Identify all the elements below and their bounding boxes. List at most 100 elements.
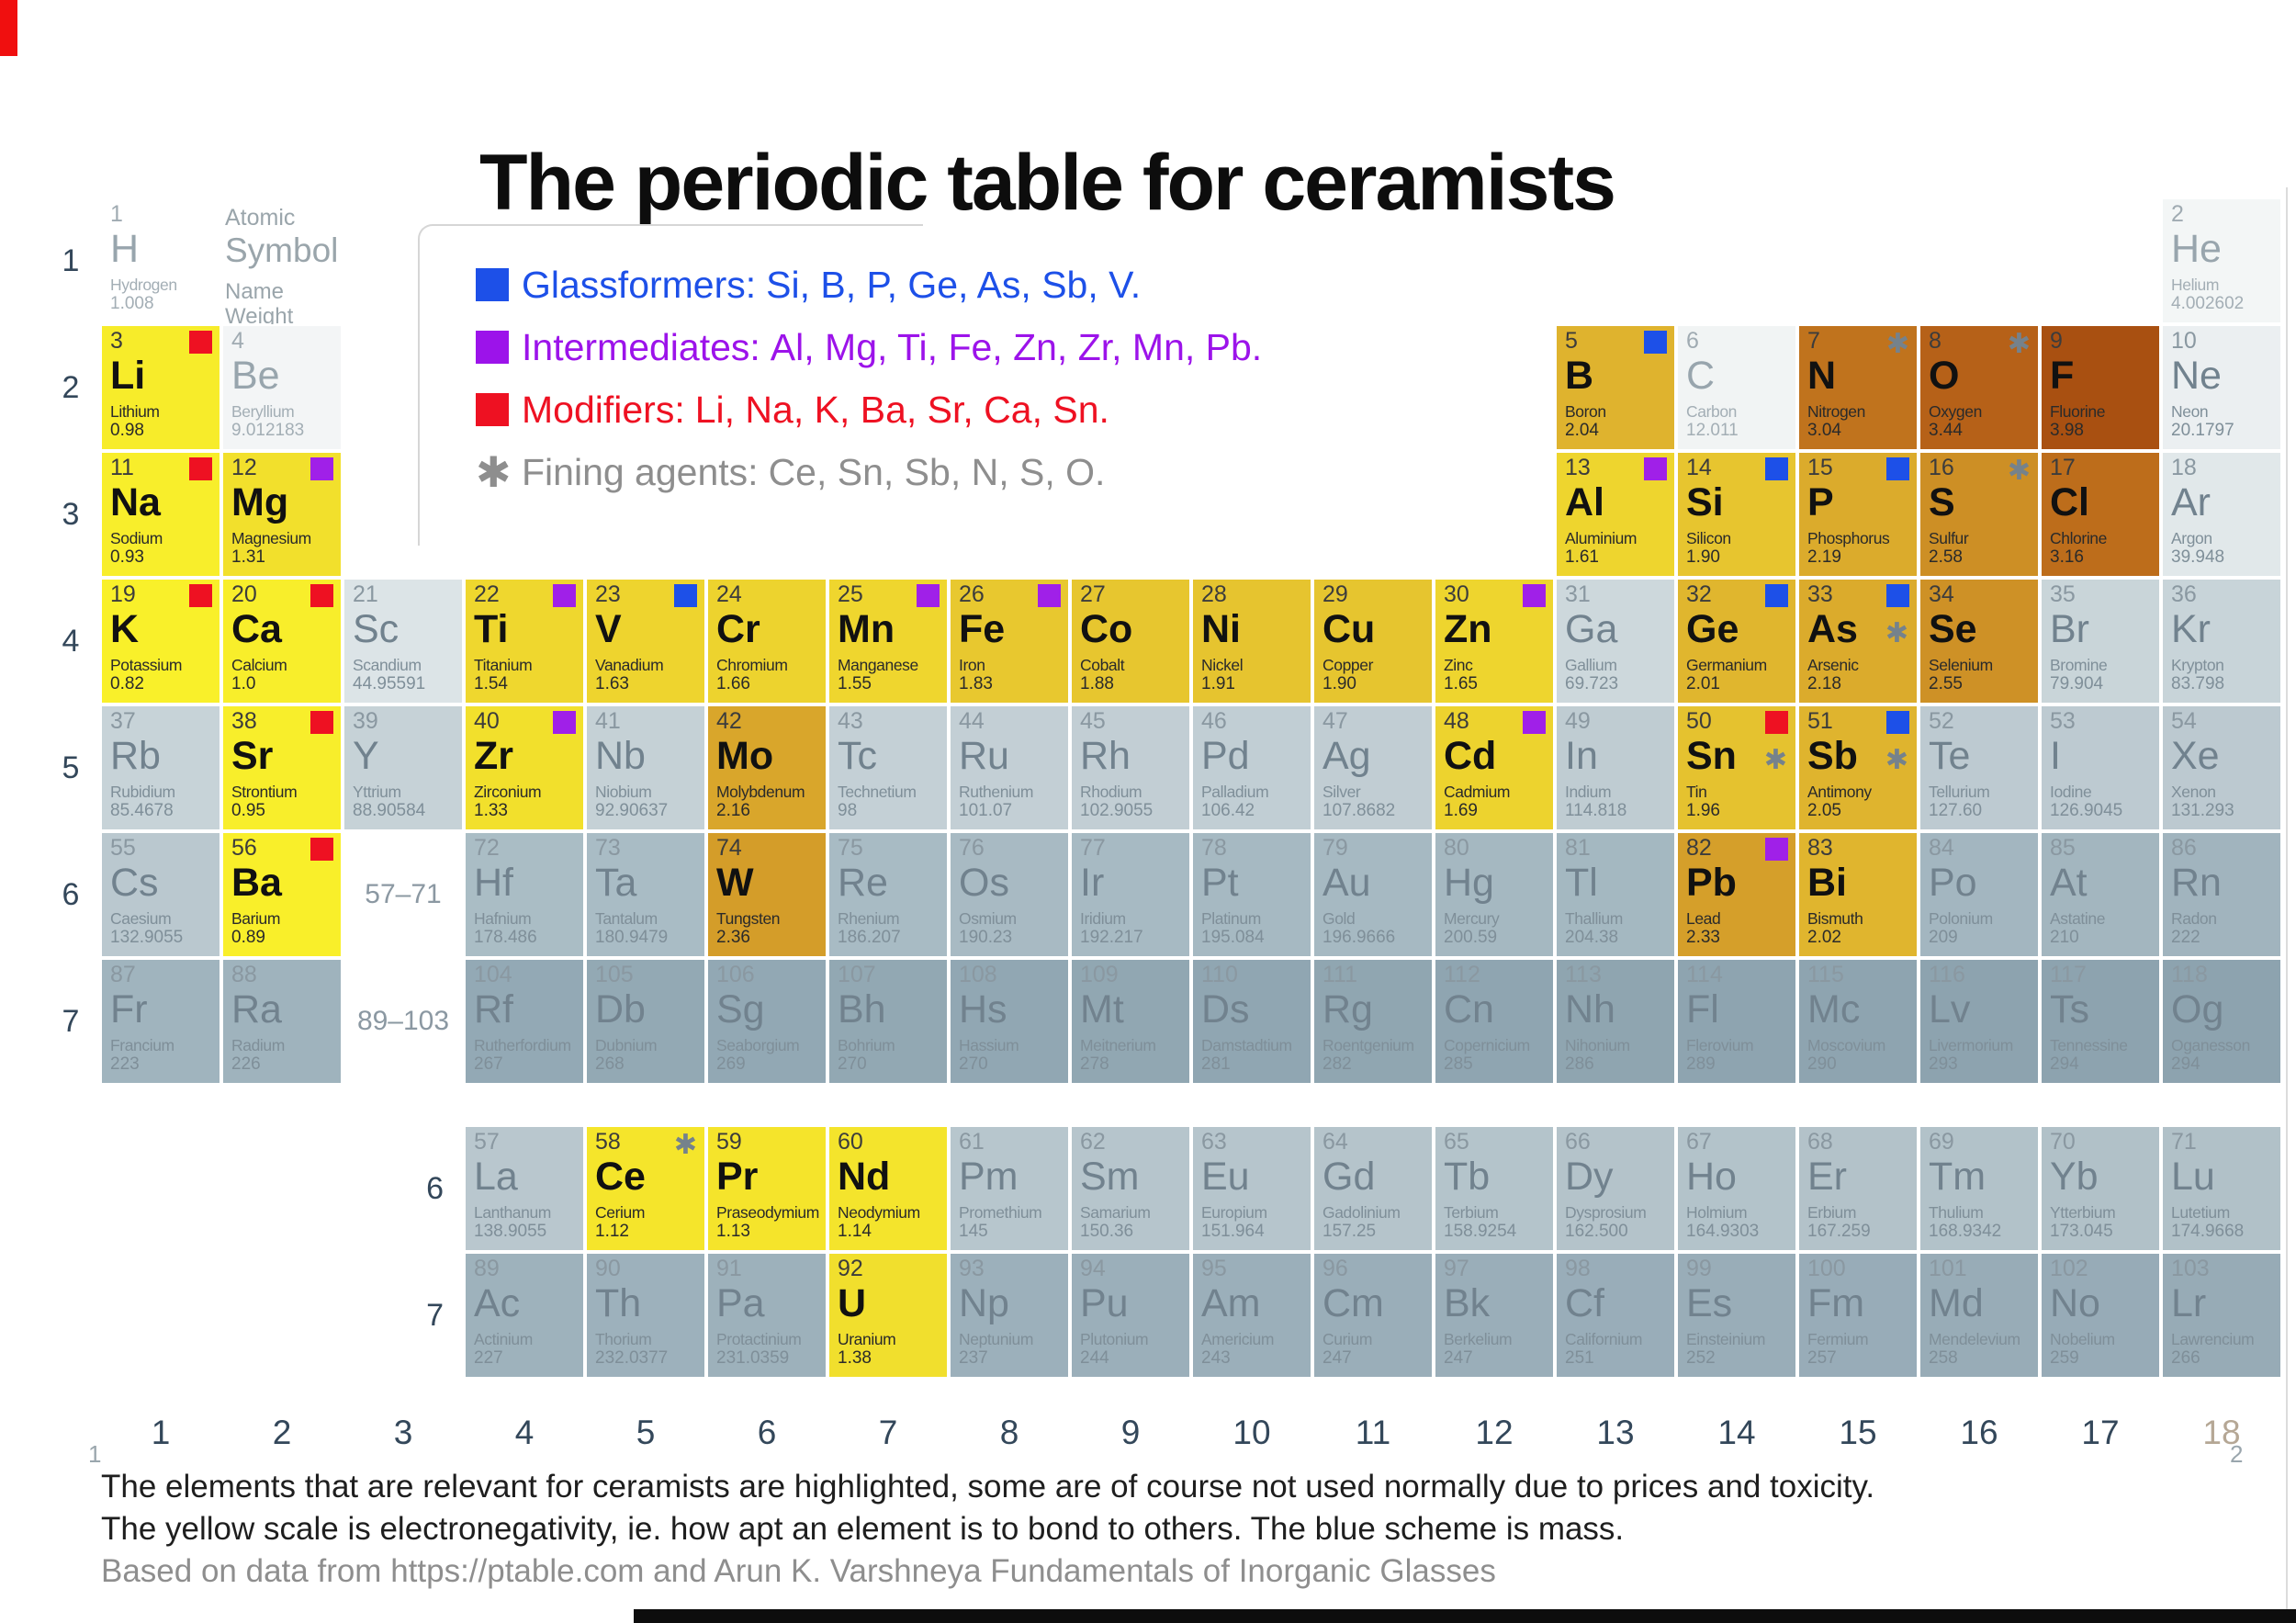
element-value: 106.42 — [1201, 801, 1255, 821]
blue-category-marker-icon — [1644, 331, 1667, 354]
element-Ga: 31 Ga Gallium 69.723 — [1555, 578, 1676, 704]
element-symbol: Al — [1565, 480, 1604, 524]
element-symbol: Mc — [1807, 987, 1861, 1031]
element-name: Protactinium — [716, 1330, 802, 1348]
element-name: Yttrium — [353, 783, 401, 801]
element-name: Scandium — [353, 656, 422, 674]
element-W: 74 W Tungsten 2.36 — [706, 831, 827, 958]
element-name: Terbium — [1444, 1203, 1499, 1222]
element-value: 2.16 — [716, 801, 750, 821]
element-cell-top: 40 — [474, 708, 576, 737]
element-cell-top: 105 — [595, 962, 697, 990]
element-symbol: Lu — [2171, 1155, 2215, 1199]
element-cell-top: 108 — [959, 962, 1061, 990]
atomic-number: 92 — [838, 1256, 863, 1281]
atomic-number: 15 — [1807, 455, 1833, 480]
element-symbol: Hs — [959, 987, 1007, 1031]
element-symbol: Zr — [474, 734, 513, 778]
element-symbol: Xe — [2171, 734, 2220, 778]
element-cell-top: 84 — [1929, 835, 2031, 863]
element-value: 195.084 — [1201, 928, 1265, 948]
element-cell-top: 34 — [1929, 581, 2031, 610]
element-cell-top: 32 — [1686, 581, 1788, 610]
element-value: 0.95 — [231, 801, 265, 821]
element-cell-top: 115 — [1807, 962, 1909, 990]
element-symbol: Db — [595, 987, 646, 1031]
element-name: Copper — [1322, 656, 1373, 674]
element-Pd: 46 Pd Palladium 106.42 — [1191, 704, 1312, 831]
group-label-18: 18 — [2202, 1414, 2241, 1451]
element-value: 204.38 — [1565, 928, 1619, 948]
red-category-marker-icon — [189, 331, 212, 354]
element-cell-top: 82 — [1686, 835, 1788, 863]
element-cell-top: 107 — [838, 962, 940, 990]
atomic-number: 113 — [1565, 962, 1602, 987]
element-Tb: 65 Tb Terbium 158.9254 — [1434, 1125, 1555, 1252]
element-value: 1.66 — [716, 674, 750, 694]
element-value: 2.01 — [1686, 674, 1720, 694]
element-Se: 34 Se Selenium 2.55 — [1919, 578, 2040, 704]
atomic-number: 28 — [1201, 581, 1227, 607]
atomic-number: 40 — [474, 708, 500, 734]
element-value: 289 — [1686, 1054, 1716, 1075]
group-label-9: 9 — [1120, 1414, 1141, 1451]
element-name: Niobium — [595, 783, 652, 801]
element-symbol: La — [474, 1155, 518, 1199]
element-value: 83.798 — [2171, 674, 2225, 694]
legend-key-labels: Atomic Symbol Name Weight — [221, 197, 464, 329]
element-Po: 84 Po Polonium 209 — [1919, 831, 2040, 958]
element-Rg: 111 Rg Roentgenium 282 — [1312, 958, 1434, 1085]
element-cell-top: 35 — [2050, 581, 2152, 610]
element-Nh: 113 Nh Nihonium 286 — [1555, 958, 1676, 1085]
element-Th: 90 Th Thorium 232.0377 — [585, 1252, 706, 1379]
element-symbol: N — [1807, 354, 1837, 398]
atomic-number: 118 — [2171, 962, 2208, 987]
element-symbol: As — [1807, 607, 1858, 651]
element-symbol: Cf — [1565, 1281, 1604, 1325]
atomic-number: 29 — [1322, 581, 1348, 607]
element-symbol: Am — [1201, 1281, 1261, 1325]
element-name: Meitnerium — [1080, 1036, 1156, 1054]
element-S: 16 ✱ S Sulfur 2.58 — [1919, 451, 2040, 578]
key-label-atomic: Atomic — [225, 205, 296, 231]
atomic-number: 71 — [2171, 1129, 2197, 1155]
atomic-number: 78 — [1201, 835, 1227, 861]
element-symbol: In — [1565, 734, 1598, 778]
key-label-name: Name — [225, 278, 285, 304]
element-Ts: 117 Ts Tennessine 294 — [2040, 958, 2161, 1085]
element-symbol: O — [1929, 354, 1960, 398]
element-name: Damstadtium — [1201, 1036, 1292, 1054]
element-cell-top: 13 — [1565, 455, 1667, 483]
element-symbol: Cs — [110, 861, 159, 905]
period-label-2: 2 — [62, 369, 80, 405]
element-name: Antimony — [1807, 783, 1872, 801]
element-symbol: Fm — [1807, 1281, 1865, 1325]
element-symbol: Kr — [2171, 607, 2211, 651]
element-Eu: 63 Eu Europium 151.964 — [1191, 1125, 1312, 1252]
atomic-number: 21 — [353, 581, 378, 607]
element-name: Iridium — [1080, 909, 1126, 928]
fining-star-icon: ✱ — [673, 1130, 697, 1160]
element-name: Platinum — [1201, 909, 1261, 928]
element-value: 0.98 — [110, 421, 144, 441]
element-cell-top: 31 — [1565, 581, 1667, 610]
intermediates-legend-square-icon — [476, 331, 509, 364]
element-cell-top: 20 — [231, 581, 333, 610]
purple-category-marker-icon — [1765, 838, 1788, 861]
element-cell-top: 37 — [110, 708, 212, 737]
element-cell-top: 89 — [474, 1256, 576, 1284]
atomic-number: 44 — [959, 708, 985, 734]
element-value: 243 — [1201, 1348, 1231, 1369]
element-Sr: 38 Sr Strontium 0.95 — [221, 704, 343, 831]
element-value: 126.9045 — [2050, 801, 2123, 821]
element-symbol: Th — [595, 1281, 642, 1325]
element-cell-top: 106 — [716, 962, 818, 990]
legend-item-fining: ✱ Fining agents: Ce, Sn, Sb, N, S, O. — [476, 441, 1262, 503]
element-value: 237 — [959, 1348, 988, 1369]
atomic-number: 22 — [474, 581, 500, 607]
atomic-number: 70 — [2050, 1129, 2076, 1155]
element-Fl: 114 Fl Flerovium 289 — [1676, 958, 1797, 1085]
element-cell-top: 36 — [2171, 581, 2273, 610]
element-Br: 35 Br Bromine 79.904 — [2040, 578, 2161, 704]
element-symbol: Ne — [2171, 354, 2222, 398]
